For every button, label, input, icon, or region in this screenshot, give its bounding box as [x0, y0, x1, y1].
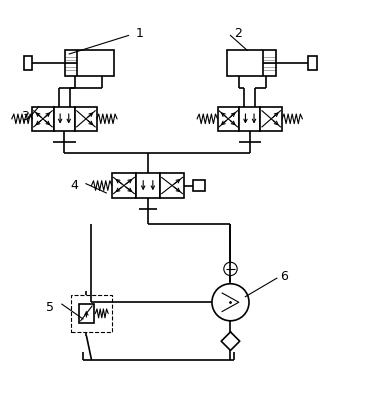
Text: 5: 5 — [46, 301, 54, 314]
Text: 1: 1 — [136, 27, 144, 40]
Bar — [54, 107, 75, 131]
Bar — [24, 56, 32, 70]
Bar — [260, 107, 282, 131]
Bar — [79, 304, 93, 323]
Text: 6: 6 — [280, 270, 288, 283]
Bar — [112, 173, 136, 198]
Bar — [136, 173, 160, 198]
Text: 2: 2 — [234, 27, 242, 40]
Bar — [71, 295, 112, 332]
Bar — [193, 180, 205, 191]
Text: 4: 4 — [71, 179, 78, 192]
Bar — [160, 173, 184, 198]
Bar — [308, 56, 317, 70]
Bar — [32, 107, 54, 131]
Bar — [75, 107, 97, 131]
Bar — [227, 50, 276, 76]
Bar — [218, 107, 239, 131]
Bar — [239, 107, 260, 131]
Text: 3: 3 — [21, 110, 29, 123]
Bar — [65, 50, 114, 76]
